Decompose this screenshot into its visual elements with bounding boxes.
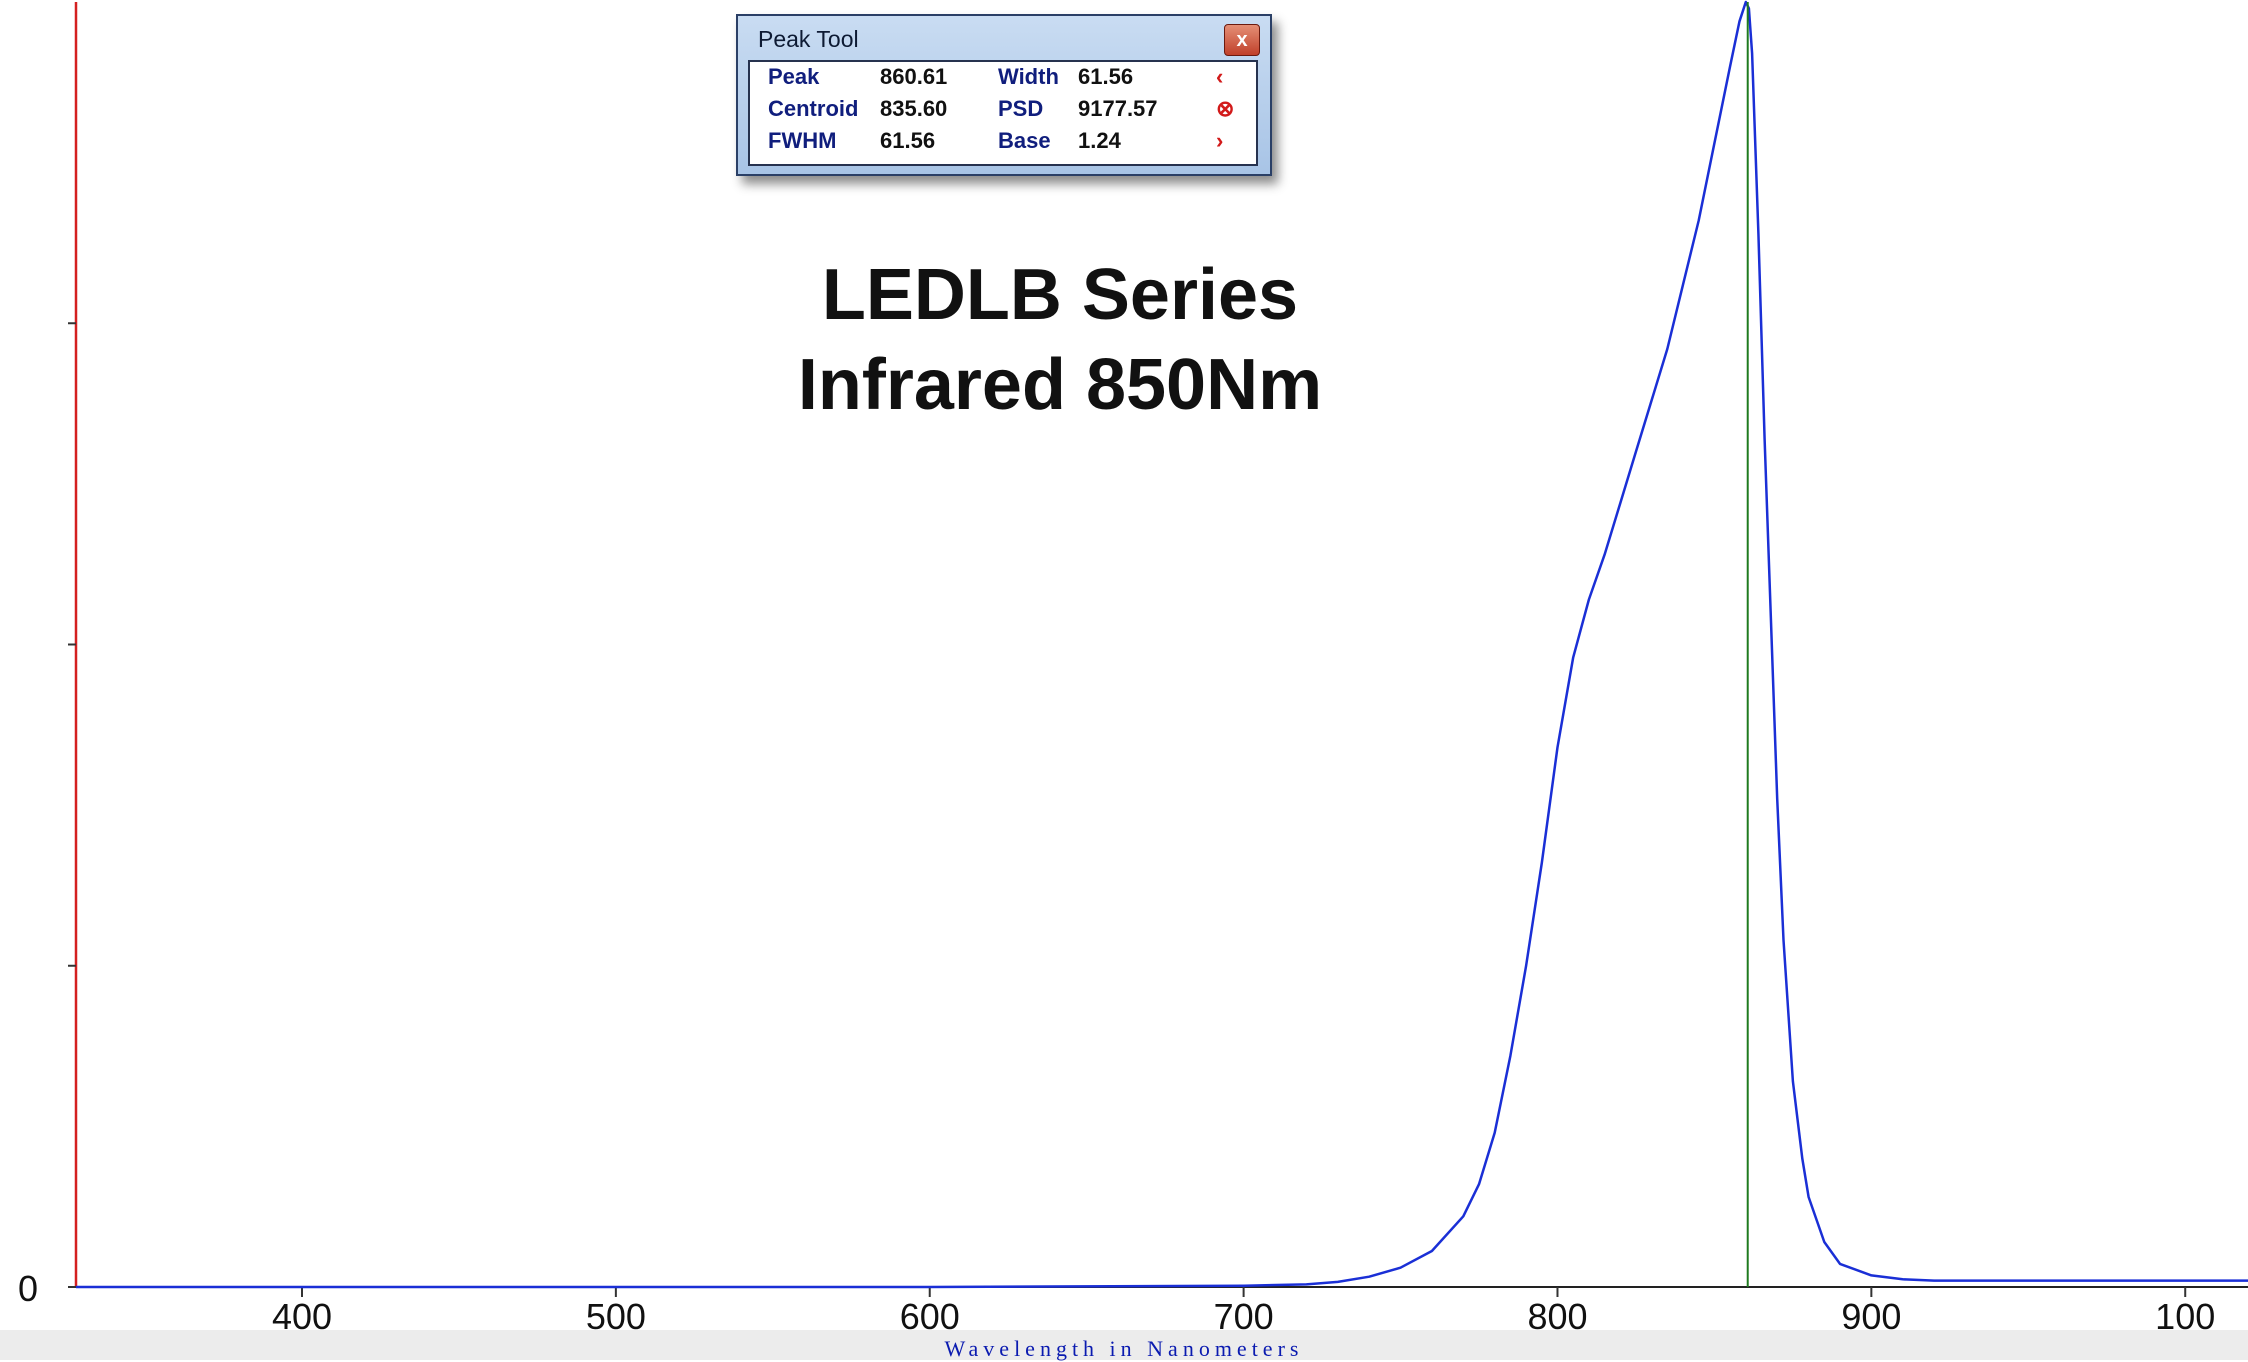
fwhm-value: 61.56: [880, 128, 936, 153]
x-axis-label: Wavelength in Nanometers: [944, 1336, 1304, 1361]
peak-target-icon[interactable]: ⊗: [1216, 96, 1235, 121]
fwhm-row: FWHM 61.56 Base 1.24 ›: [750, 128, 1256, 160]
psd-label: PSD: [998, 96, 1044, 121]
x-tick-label: 100: [2155, 1296, 2215, 1337]
x-tick-label: 600: [900, 1296, 960, 1337]
peak-row: Peak 860.61 Width 61.56 ‹: [750, 64, 1256, 96]
bottom-strip: [0, 1330, 2248, 1360]
x-tick-label: 500: [586, 1296, 646, 1337]
spectrum-line: [76, 0, 2248, 1289]
previous-peak-icon[interactable]: ‹: [1216, 64, 1224, 89]
close-button[interactable]: x: [1224, 24, 1260, 56]
peak-label: Peak: [768, 64, 820, 89]
x-tick-label: 400: [272, 1296, 332, 1337]
chart-title-line-1: LEDLB Series: [821, 255, 1299, 335]
peak-tool-panel: Peak 860.61 Width 61.56 ‹ Centroid 835.6…: [748, 60, 1258, 166]
peak-tool-window[interactable]: Peak Tool x Peak 860.61 Width 61.56 ‹ Ce…: [736, 14, 1272, 176]
close-icon: x: [1236, 28, 1248, 51]
chart-title-line-2: Infrared 850Nm: [797, 345, 1323, 425]
psd-value: 9177.57: [1078, 96, 1158, 121]
x-tick-label: 700: [1214, 1296, 1274, 1337]
peak-tool-title: Peak Tool: [758, 25, 859, 52]
peak-tool-titlebar[interactable]: Peak Tool: [738, 16, 1270, 62]
base-label: Base: [998, 128, 1051, 153]
fwhm-label: FWHM: [768, 128, 837, 153]
y-tick-label: 0: [18, 1268, 38, 1309]
x-tick-label: 800: [1527, 1296, 1587, 1337]
base-value: 1.24: [1078, 128, 1121, 153]
peak-value: 860.61: [880, 64, 948, 89]
width-value: 61.56: [1078, 64, 1134, 89]
centroid-row: Centroid 835.60 PSD 9177.57 ⊗: [750, 96, 1256, 128]
x-tick-label: 900: [1841, 1296, 1901, 1337]
next-peak-icon[interactable]: ›: [1216, 128, 1224, 153]
centroid-label: Centroid: [768, 96, 859, 121]
chart-title: LEDLB Series Infrared 850Nm: [650, 250, 1470, 430]
width-label: Width: [998, 64, 1059, 89]
centroid-value: 835.60: [880, 96, 948, 121]
